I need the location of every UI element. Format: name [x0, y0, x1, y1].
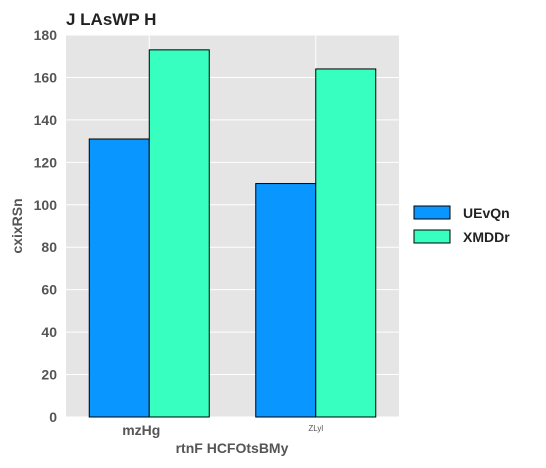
legend-label-XMDDr: XMDDr	[463, 229, 510, 245]
y-tick-label: 40	[41, 324, 57, 340]
chart-title: J LAsWP H	[66, 10, 156, 29]
x-axis-ticks: mzHg ZLyl	[122, 422, 323, 438]
y-tick-label: 80	[41, 239, 57, 255]
y-tick-label: 60	[41, 282, 57, 298]
bar-UEvQn-mzHg	[89, 139, 149, 417]
x-tick-label: ZLyl	[308, 424, 323, 433]
legend: UEvQn XMDDr	[414, 205, 510, 245]
y-axis-ticks: 0 20 40 60 80 100 120 140 160 180	[34, 27, 58, 425]
y-tick-label: 160	[34, 69, 58, 85]
y-tick-label: 140	[34, 112, 58, 128]
bar-XMDDr-ZLyl	[316, 69, 376, 417]
y-tick-label: 20	[41, 367, 57, 383]
y-tick-label: 120	[34, 154, 58, 170]
y-axis-label: cxixRSn	[9, 198, 25, 253]
bar-UEvQn-ZLyl	[256, 184, 316, 417]
y-tick-label: 0	[49, 409, 57, 425]
legend-swatch-XMDDr	[414, 230, 450, 243]
y-tick-label: 100	[34, 197, 58, 213]
bar-XMDDr-mzHg	[149, 50, 209, 417]
y-tick-label: 180	[34, 27, 58, 43]
x-tick-label: mzHg	[122, 422, 160, 438]
x-axis-label: rtnF HCFOtsBMy	[176, 440, 289, 456]
legend-swatch-UEvQn	[414, 206, 450, 219]
legend-label-UEvQn: UEvQn	[463, 205, 510, 221]
